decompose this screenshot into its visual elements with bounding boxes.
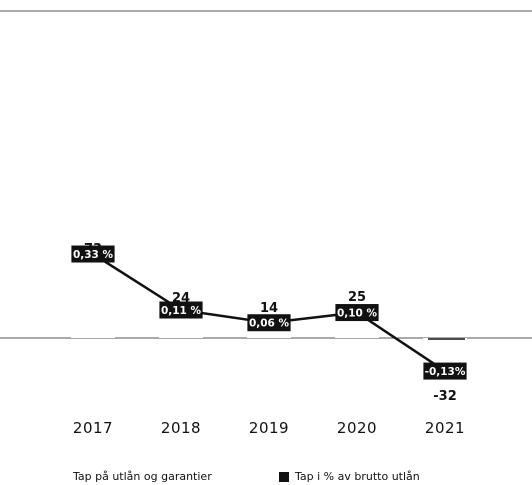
legend-item-loss: Tap på utlån og garantier bbox=[73, 470, 212, 483]
value-label-2019: 14 bbox=[260, 301, 278, 316]
year-label-2017: 2017 bbox=[73, 419, 113, 437]
year-label-2018: 2018 bbox=[161, 419, 201, 437]
percent-label-box-2018 bbox=[159, 301, 203, 319]
legend-item-percent: Tap i % av brutto utlån bbox=[279, 470, 420, 483]
percent-label-2017: 0,33 % bbox=[73, 249, 114, 261]
legend-label-percent: Tap i % av brutto utlån bbox=[295, 470, 420, 483]
value-label-2021: -32 bbox=[433, 389, 457, 404]
percent-label-2018: 0,11 % bbox=[161, 305, 202, 317]
percent-label-box-2019 bbox=[247, 314, 291, 332]
year-label-2021: 2021 bbox=[425, 419, 465, 437]
bar-2017 bbox=[71, 265, 115, 338]
value-label-2020: 25 bbox=[348, 290, 366, 305]
loss-chart: 73241425-32 0,33 %0,11 %0,06 %0,10 %-0,1… bbox=[0, 10, 532, 437]
percent-label-2020: 0,10 % bbox=[337, 308, 378, 320]
percent-label-box-2021 bbox=[423, 362, 467, 380]
legend-swatch-percent bbox=[279, 471, 289, 482]
year-label-2019: 2019 bbox=[249, 419, 289, 437]
legend-label-loss: Tap på utlån og garantier bbox=[73, 470, 212, 483]
year-label-2020: 2020 bbox=[337, 419, 377, 437]
percent-label-2021: -0,13% bbox=[425, 366, 466, 378]
percent-label-2019: 0,06 % bbox=[249, 318, 290, 330]
percent-label-box-2020 bbox=[335, 304, 379, 322]
legend: Tap på utlån og garantier Tap i % av bru… bbox=[0, 470, 532, 485]
percent-label-box-2017 bbox=[71, 245, 115, 263]
